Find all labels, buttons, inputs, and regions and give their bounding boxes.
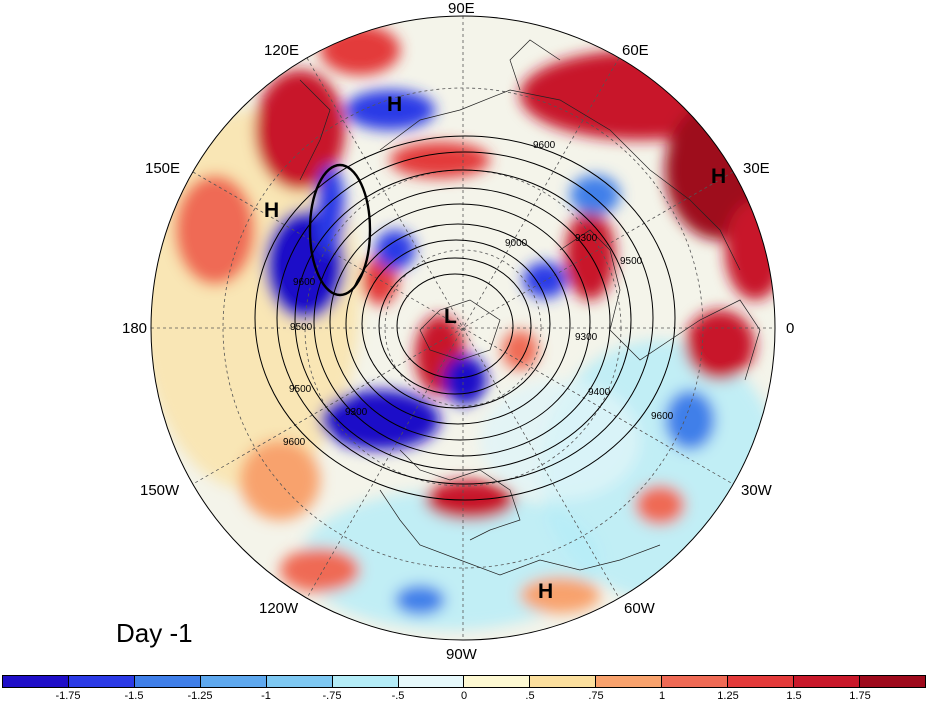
colorbar-tick-label: -1.25: [187, 690, 213, 702]
colorbar-swatch: [794, 676, 860, 687]
lon-label-90e: 90E: [448, 0, 475, 17]
colorbar-swatch: [134, 676, 201, 687]
contour-label: 9500: [620, 256, 643, 267]
colorbar: [2, 675, 926, 688]
lon-label-30e: 30E: [743, 160, 770, 177]
colorbar-swatch: [266, 676, 333, 687]
contour-label: 9300: [345, 407, 368, 418]
lon-label-120w: 120W: [259, 600, 299, 617]
lon-label-60e: 60E: [622, 42, 649, 59]
lon-label-60w: 60W: [624, 600, 655, 617]
lon-label-0: 0: [786, 320, 795, 337]
colorbar-swatch: [596, 676, 663, 687]
colorbar-swatch: [662, 676, 729, 687]
contour-label: 9500: [289, 384, 312, 395]
contour-label: 9300: [575, 332, 598, 343]
colorbar-swatch: [332, 676, 399, 687]
contour-label: 9300: [575, 233, 598, 244]
high-pressure-marker: H: [711, 165, 727, 188]
colorbar-tick-label: 1.75: [849, 690, 871, 702]
colorbar-swatch: [530, 676, 597, 687]
colorbar-tick-label: 1.5: [786, 690, 802, 702]
colorbar-swatch: [464, 676, 531, 687]
colorbar-swatch: [3, 676, 69, 687]
colorbar-swatch: [68, 676, 135, 687]
colorbar-swatch: [398, 676, 465, 687]
contour-label: 9600: [293, 277, 316, 288]
lon-label-120e: 120E: [264, 42, 300, 59]
lon-label-150e: 150E: [145, 160, 181, 177]
contour-label: 9600: [651, 411, 674, 422]
panel-title: Day -1: [116, 618, 193, 648]
contour-label: 9600: [283, 437, 306, 448]
high-pressure-marker: H: [387, 93, 403, 116]
colorbar-tick-label: .5: [525, 690, 535, 702]
colorbar-swatch: [200, 676, 267, 687]
colorbar-tick-label: -.75: [322, 690, 342, 702]
coastlines: [299, 39, 761, 576]
contour-labels: 9600 9500 9300 9000 9600 9500 9300 9400 …: [283, 140, 674, 448]
colorbar-swatch: [859, 676, 925, 687]
colorbar-tick-label: 1.25: [717, 690, 739, 702]
height-contours: [254, 135, 676, 501]
contour-label: 9500: [290, 322, 313, 333]
colorbar-tick-label: -1: [261, 690, 271, 702]
lon-label-90w: 90W: [446, 646, 477, 663]
colorbar-tick-label: -1.5: [124, 690, 144, 702]
colorbar-tick-label: -.5: [391, 690, 405, 702]
colorbar-tick-label: 0: [460, 690, 468, 702]
lon-label-30w: 30W: [741, 482, 772, 499]
colorbar-swatch: [728, 676, 795, 687]
colorbar-tick-label: .75: [588, 690, 604, 702]
contour-label: 9000: [505, 238, 528, 249]
low-pressure-marker: L: [444, 305, 457, 328]
colorbar-tick-label: -1.75: [55, 690, 81, 702]
lon-label-180: 180: [122, 320, 148, 337]
contour-label: 9600: [533, 140, 556, 151]
high-pressure-marker: H: [264, 199, 280, 222]
contour-label: 9400: [588, 387, 611, 398]
colorbar-tick-label: 1: [658, 690, 666, 702]
lon-label-150w: 150W: [140, 482, 180, 499]
high-pressure-marker: H: [538, 580, 554, 603]
